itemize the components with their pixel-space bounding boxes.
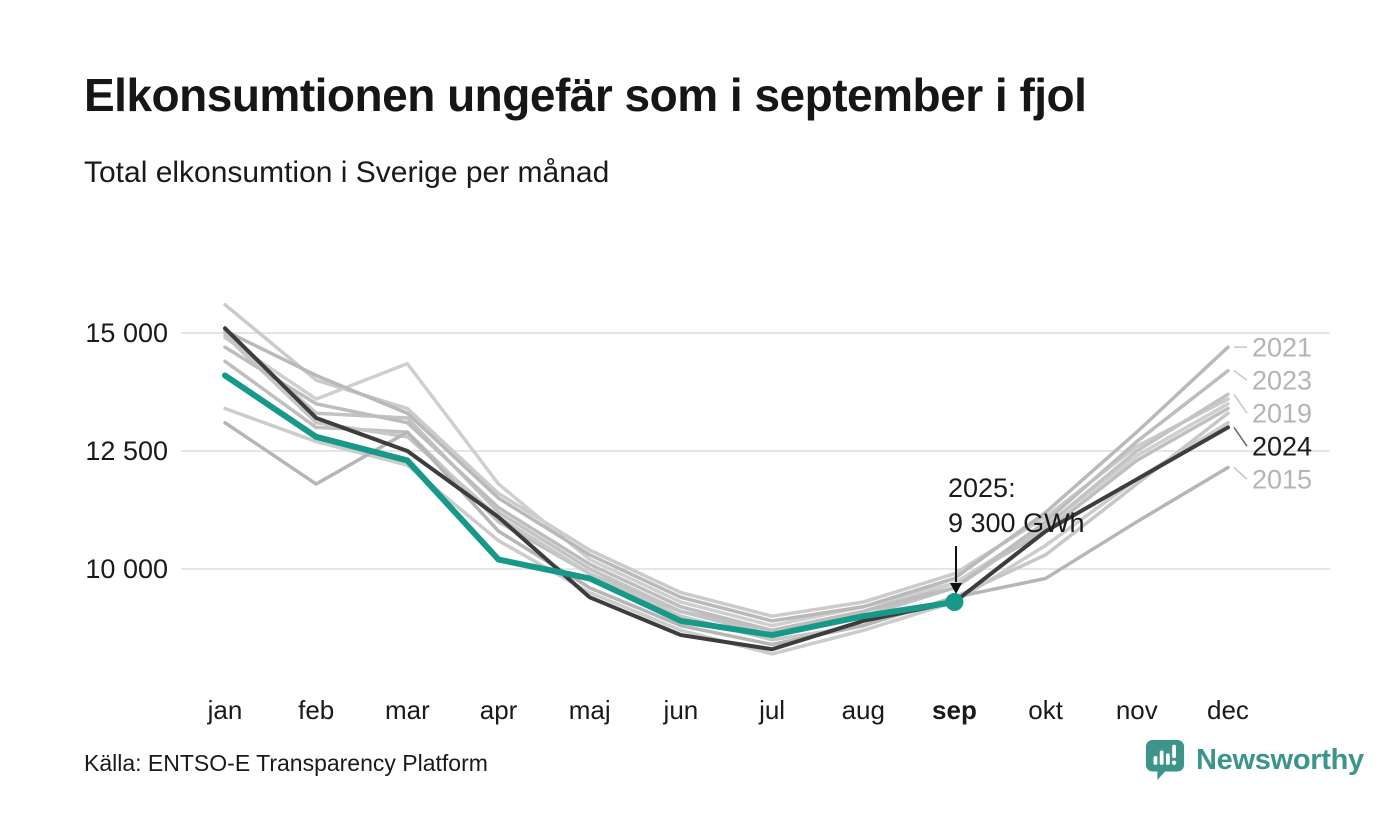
newsworthy-logo-icon [1145,739,1185,781]
series-line-2016 [223,302,1230,618]
x-axis-label-dec: dec [1207,695,1249,725]
series-line-2015 [223,420,1230,647]
logo-bar-2 [1159,750,1164,765]
series-line-2017 [223,359,1230,633]
series-line-2025 [222,372,958,639]
x-axis-label-maj: maj [569,695,611,725]
x-axis-label-jan: jan [207,695,243,725]
x-axis-label-sep: sep [932,695,977,725]
y-axis-tick-label: 15 000 [85,318,168,348]
newsworthy-logo-text: Newsworthy [1196,743,1364,776]
chart-title: Elkonsumtionen ungefär som i september i… [84,69,1087,121]
x-axis-label-feb: feb [298,695,334,725]
chart-subtitle: Total elkonsumtion i Sverige per månad [84,156,610,189]
logo-bar-3 [1165,753,1170,765]
logo-exclamation-dot [1171,760,1177,765]
series-line-2022 [223,333,1230,642]
newsworthy-logo: Newsworthy [1144,737,1364,783]
x-axis-label-okt: okt [1028,695,1063,725]
x-axis-label-aug: aug [842,695,885,725]
year-label-2024: 2024 [1252,432,1312,462]
x-axis-label-apr: apr [480,695,518,725]
logo-bar-1 [1153,756,1158,765]
logo-bubble-shape [1145,739,1185,781]
y-axis-tick-label: 12 500 [85,436,168,466]
year-label-2021: 2021 [1252,333,1312,363]
series-line-2019 [223,331,1230,637]
series-line-2023 [223,345,1230,633]
label-leader-2019 [1233,393,1248,414]
series-line-2024 [223,326,1230,652]
label-leader-2024 [1233,426,1248,447]
highlight-point-sep-2025 [945,593,964,612]
annotation-arrow-head [950,583,962,595]
x-axis-label-mar: mar [385,695,430,725]
label-leader-2023 [1233,370,1248,381]
year-label-2019: 2019 [1252,399,1312,429]
year-label-2015: 2015 [1252,465,1312,495]
series-line-2021 [223,328,1230,623]
y-axis-tick-label: 10 000 [85,554,168,584]
x-axis-label-nov: nov [1116,695,1158,725]
x-axis-label-jun: jun [663,695,699,725]
annotation-title: 2025: [948,473,1016,503]
source-note: Källa: ENTSO-E Transparency Platform [84,750,488,776]
logo-exclamation-bar [1172,744,1176,759]
x-axis-label-jul: jul [758,695,785,725]
annotation-value: 9 300 GWh [948,508,1085,538]
series-line-2018 [223,335,1230,628]
label-leader-2015 [1233,466,1248,480]
year-label-2023: 2023 [1252,366,1312,396]
